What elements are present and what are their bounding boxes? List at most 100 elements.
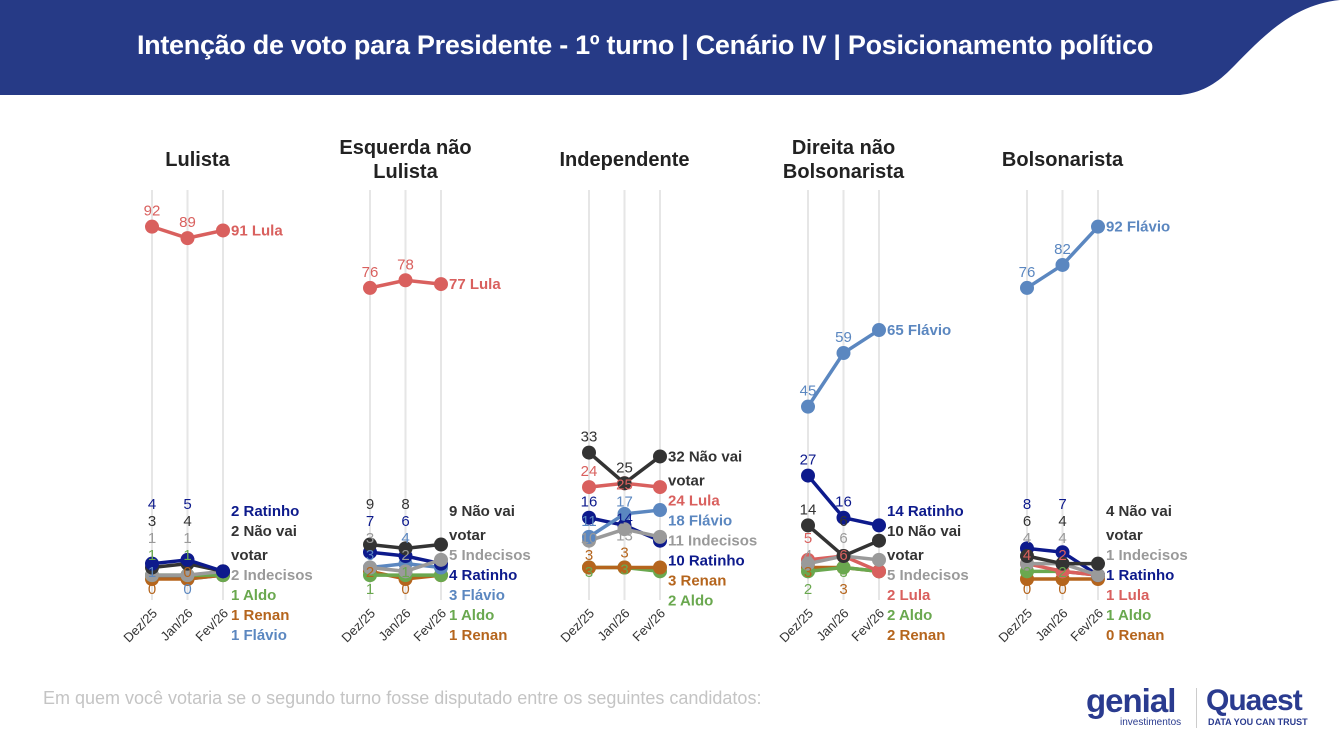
data-label-flavio: 17 [616, 493, 633, 510]
data-point-flavio [582, 529, 596, 544]
data-label-nao-vai-votar: 3 [148, 513, 156, 530]
data-label-indecisos: 4 [804, 547, 812, 564]
data-label-renan: 3 [585, 547, 593, 564]
data-label-lula: 78 [397, 256, 414, 273]
data-point-ratinho [1055, 545, 1070, 560]
end-label-ratinho: 10 Ratinho [668, 552, 745, 569]
data-label-lula: 2 [1058, 547, 1066, 564]
data-label-aldo: 3 [839, 564, 847, 581]
data-point-flavio [1091, 219, 1105, 234]
x-tick-label: Jan/26 [157, 606, 195, 644]
data-point-nao-vai-votar [582, 445, 596, 460]
data-point-lula [363, 280, 377, 295]
data-point-ratinho [872, 518, 886, 533]
data-label-ratinho: 14 [616, 510, 633, 527]
data-label-renan: 0 [401, 581, 409, 598]
quaest-logo-sub: DATA YOU CAN TRUST [1208, 717, 1308, 727]
data-label-aldo: 1 [183, 547, 191, 564]
data-label-flavio: 11 [581, 513, 597, 530]
data-label-aldo: 2 [1023, 564, 1031, 581]
data-point-ratinho [145, 556, 159, 571]
data-label-ratinho: 16 [835, 494, 852, 511]
data-point-flavio [653, 503, 667, 518]
end-label-indecisos: 11 Indecisos [668, 532, 757, 549]
x-tick-label: Dez/25 [338, 606, 378, 646]
data-label-lula: 89 [179, 214, 196, 231]
genial-logo: genial [1086, 682, 1176, 719]
data-point-flavio [872, 323, 886, 338]
data-label-flavio: 82 [1054, 241, 1071, 258]
end-label-lula: 1 Lula [1106, 587, 1150, 604]
data-label-lula: 92 [144, 203, 161, 220]
data-label-flavio: 45 [800, 383, 817, 400]
data-label-nao-vai-votar: 33 [581, 429, 598, 446]
end-label-nao-vai-votar: 2 Não vai votar [231, 523, 297, 564]
data-label-lula: 24 [581, 463, 598, 480]
header-banner: Intenção de voto para Presidente - 1º tu… [0, 0, 1340, 95]
data-point-renan [653, 560, 667, 575]
x-tick-label: Dez/25 [120, 606, 160, 646]
x-tick-label: Dez/25 [776, 606, 816, 646]
x-tick-label: Jan/26 [375, 606, 413, 644]
data-label-renan: 0 [1058, 581, 1066, 598]
x-tick-label: Jan/26 [1032, 606, 1070, 644]
data-label-ratinho: 7 [1058, 496, 1066, 513]
panel-title-direita-nao-bolsonarista: Direita não Bolsonarista [783, 137, 905, 183]
x-tick-label: Fev/26 [410, 606, 449, 645]
data-label-nao-vai-votar: 14 [800, 501, 817, 518]
data-label-indecisos: 4 [1058, 530, 1066, 547]
data-label-lula: 4 [1023, 547, 1031, 564]
x-tick-label: Jan/26 [813, 606, 851, 644]
data-point-indecisos [801, 556, 815, 571]
x-tick-label: Fev/26 [192, 606, 231, 645]
data-label-flavio: 1 [148, 564, 156, 581]
data-point-nao-vai-votar [363, 537, 377, 552]
data-label-nao-vai-votar: 9 [366, 496, 374, 513]
data-point-flavio [801, 399, 815, 414]
data-label-flavio: 59 [835, 329, 852, 346]
x-tick-label: Fev/26 [848, 606, 887, 645]
data-label-renan: 3 [620, 544, 628, 561]
data-label-indecisos: 3 [366, 530, 374, 547]
data-point-nao-vai-votar [653, 449, 667, 464]
data-label-ratinho: 7 [366, 513, 374, 530]
data-label-flavio: 4 [401, 530, 409, 547]
data-point-nao-vai-votar [617, 476, 632, 491]
end-label-aldo: 1 Aldo [1106, 607, 1151, 624]
data-label-flavio: 3 [366, 547, 374, 564]
data-label-aldo: 1 [366, 581, 374, 598]
end-label-aldo: 2 Aldo [668, 592, 713, 609]
data-label-flavio: 76 [1019, 264, 1036, 281]
data-label-indecisos: 10 [581, 530, 598, 547]
end-label-ratinho: 1 Ratinho [1106, 567, 1174, 584]
data-label-ratinho: 27 [800, 452, 817, 469]
survey-question: Em quem você votaria se o segundo turno … [43, 688, 762, 708]
data-label-aldo: 1 [148, 547, 156, 564]
data-point-lula [582, 480, 596, 495]
header-background [0, 0, 1340, 95]
data-label-lula: 76 [362, 264, 379, 281]
data-label-indecisos: 1 [148, 530, 156, 547]
data-point-ratinho [801, 468, 815, 483]
end-label-aldo: 1 Aldo [231, 587, 276, 604]
data-point-lula [653, 480, 667, 495]
end-label-flavio: 92 Flávio [1106, 219, 1170, 236]
data-label-ratinho: 5 [183, 496, 191, 513]
data-label-renan: 3 [804, 564, 812, 581]
logo-divider [1196, 688, 1197, 728]
data-label-nao-vai-votar: 8 [401, 496, 409, 513]
end-label-nao-vai-votar: 4 Não vai votar [1106, 503, 1172, 544]
data-point-indecisos [872, 552, 886, 567]
data-label-indecisos: 6 [839, 530, 847, 547]
data-label-ratinho: 8 [1023, 496, 1031, 513]
end-label-lula: 77 Lula [449, 276, 501, 293]
end-label-indecisos: 2 Indecisos [231, 567, 313, 584]
data-label-flavio: 0 [183, 581, 191, 598]
data-label-nao-vai-votar: 6 [839, 513, 847, 530]
end-label-indecisos: 1 Indecisos [1106, 547, 1188, 564]
data-point-flavio [1020, 280, 1034, 295]
data-label-lula: 6 [839, 547, 847, 564]
data-point-indecisos [1091, 568, 1105, 583]
data-point-ratinho [836, 510, 851, 525]
data-point-indecisos [434, 552, 448, 567]
